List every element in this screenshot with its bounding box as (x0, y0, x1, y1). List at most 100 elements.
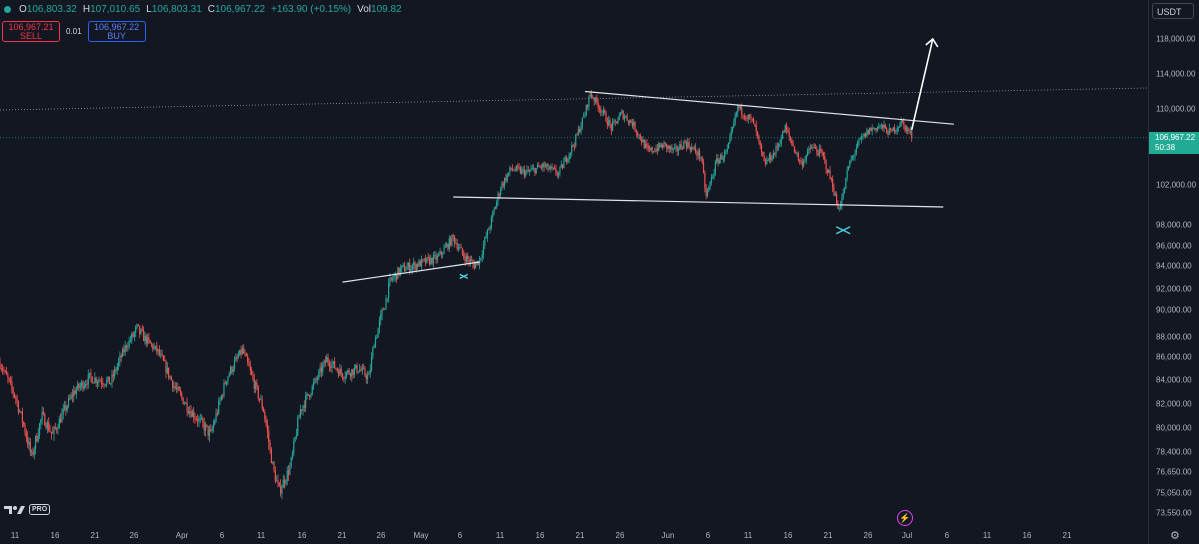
candle-body (890, 128, 892, 130)
candle-body (774, 153, 776, 155)
candle-body (604, 109, 606, 113)
candle-body (660, 144, 662, 147)
candle-body (432, 255, 435, 264)
x-tick-label: 11 (10, 531, 20, 540)
candle-body (164, 360, 166, 362)
candle-body (559, 167, 561, 173)
candle-body (461, 247, 464, 254)
candle-body (305, 395, 307, 408)
candle-body (71, 394, 74, 397)
high-value: 107,010.65 (90, 4, 141, 15)
candle-body (768, 154, 771, 161)
candle-body (214, 421, 216, 425)
bar-countdown: 50:38 (1155, 142, 1176, 152)
candle-body (883, 124, 885, 129)
candle-body (157, 349, 159, 352)
candle-body (785, 125, 788, 131)
candle-body (83, 385, 85, 389)
candle-body (363, 367, 365, 369)
candle-body (567, 159, 569, 162)
price-axis[interactable] (1148, 0, 1199, 544)
candle-body (212, 424, 215, 429)
candle-body (588, 95, 590, 108)
x-tick-label: 11 (982, 531, 992, 540)
sell-button[interactable]: 106,967.21 SELL (2, 21, 60, 42)
buy-button[interactable]: 106,967.22 BUY (87, 21, 146, 42)
candle-body (687, 141, 689, 148)
candle-body (884, 124, 886, 129)
candle-body (783, 131, 785, 133)
candle-body (198, 418, 200, 422)
candle-body (839, 205, 842, 209)
candle-body (227, 376, 229, 382)
candle-body (693, 147, 695, 149)
close-value: 106,967.22 (215, 4, 266, 15)
candle-body (560, 164, 562, 168)
y-tick-label: 86,000.00 (1156, 352, 1192, 362)
x-tick-label: 11 (495, 531, 505, 540)
order-quantity[interactable]: 0.01 (66, 27, 82, 36)
candle-body (581, 117, 583, 127)
candle-body (69, 398, 71, 400)
candle-body (182, 397, 184, 405)
candle-body (551, 166, 553, 168)
candle-body (641, 139, 643, 143)
y-tick-label: 80,000.00 (1156, 423, 1192, 433)
candle-body (154, 345, 157, 347)
candle-body (49, 430, 51, 432)
candle-body (892, 127, 894, 131)
x-tick-label: 26 (863, 531, 873, 540)
candle-body (348, 370, 350, 374)
x-tick-label: 26 (615, 531, 625, 540)
x-tick-label: 6 (705, 531, 711, 540)
candle-body (12, 388, 14, 394)
candle-body (401, 265, 403, 268)
candle-body (229, 366, 232, 374)
candle-body (779, 143, 781, 145)
candle-body (816, 148, 818, 153)
horizontal-ray-line (0, 87, 1149, 111)
x-tick-label: 16 (535, 531, 545, 540)
x-tick-label: 6 (457, 531, 463, 540)
currency-selector[interactable]: USDT (1152, 3, 1194, 19)
candle-body (174, 386, 176, 388)
tradingview-logo[interactable]: PRO (4, 504, 51, 515)
candle-body (803, 160, 805, 166)
candle-body (550, 166, 552, 169)
candle-body (809, 148, 811, 150)
candle-body (448, 238, 450, 249)
candle-body (822, 153, 825, 157)
candle-body (843, 188, 846, 193)
y-tick-label: 90,000.00 (1156, 305, 1192, 315)
candle-body (290, 457, 292, 467)
candle-body (414, 262, 416, 270)
candle-body (888, 128, 890, 135)
candle-body (410, 268, 412, 272)
settings-gear-icon[interactable]: ⚙ (1170, 530, 1180, 542)
candle-body (124, 345, 126, 353)
candle-body (36, 436, 38, 442)
chart-plot-area[interactable] (0, 0, 1149, 544)
candle-body (459, 247, 461, 249)
candle-body (858, 138, 860, 142)
open-value: 106,803.32 (26, 4, 77, 15)
candle-body (40, 419, 42, 424)
candle-body (399, 267, 402, 274)
candle-body (671, 146, 673, 151)
candle-body (721, 154, 723, 160)
candle-body (585, 105, 587, 116)
candle-body (320, 367, 323, 373)
candle-body (306, 393, 308, 396)
candle-body (546, 163, 548, 167)
candle-body (484, 237, 486, 246)
candle-body (156, 345, 158, 352)
candle-body (656, 148, 659, 151)
candle-body (228, 373, 230, 377)
candle-body (532, 168, 535, 169)
candle-body (579, 128, 581, 133)
candle-body (587, 105, 589, 108)
candle-body (152, 344, 154, 349)
lightning-icon[interactable]: ⚡ (897, 510, 913, 526)
candle-body (832, 179, 834, 189)
candle-body (204, 424, 207, 431)
